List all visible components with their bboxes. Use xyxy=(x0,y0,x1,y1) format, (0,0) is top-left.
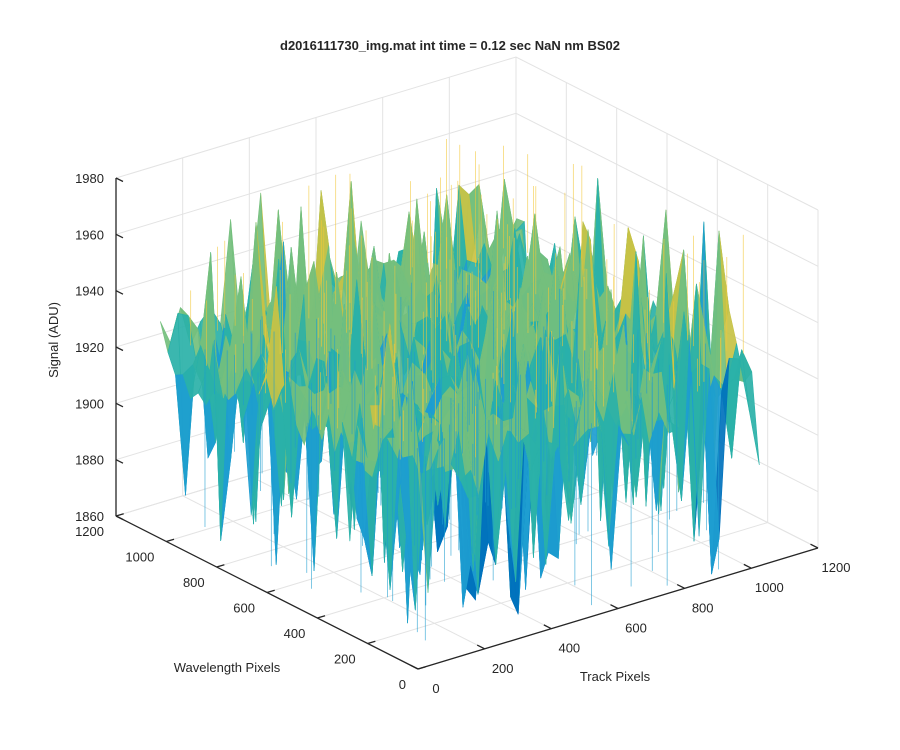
chart-title: d2016111730_img.mat int time = 0.12 sec … xyxy=(280,38,620,53)
y-tick-label: 0 xyxy=(399,677,406,692)
x-tick xyxy=(743,563,752,569)
grid-line xyxy=(367,522,768,644)
y-tick xyxy=(115,513,124,517)
y-tick-label: 600 xyxy=(233,601,255,616)
z-tick-label: 1880 xyxy=(75,453,104,468)
z-tick-label: 1980 xyxy=(75,171,104,186)
z-tick-label: 1960 xyxy=(75,227,104,242)
y-tick-label: 800 xyxy=(183,575,205,590)
axis-ticks: 0 200 400 600 800 1000 1200 0 200 400 600 800 1000 12… xyxy=(75,171,850,696)
surface-cell xyxy=(741,349,760,466)
z-axis-label: Signal (ADU) xyxy=(46,302,61,378)
z-tick-label: 1940 xyxy=(75,284,104,299)
x-tick xyxy=(676,583,685,589)
z-tick-label: 1920 xyxy=(75,340,104,355)
y-tick xyxy=(216,564,225,568)
y-tick-label: 200 xyxy=(334,652,356,667)
y-tick xyxy=(166,538,175,543)
y-axis-label: Wavelength Pixels xyxy=(174,660,281,675)
y-tick-label: 400 xyxy=(284,626,306,641)
z-tick xyxy=(115,459,124,464)
x-tick xyxy=(610,604,619,610)
y-tick xyxy=(367,640,376,645)
z-tick xyxy=(115,515,124,521)
z-tick xyxy=(115,233,124,239)
x-tick xyxy=(810,543,819,549)
x-tick-label: 0 xyxy=(432,681,439,696)
y-tick xyxy=(417,666,426,670)
y-tick-label: 1000 xyxy=(125,550,154,565)
grid-line xyxy=(115,112,819,267)
grid-line xyxy=(115,56,819,211)
z-tick xyxy=(115,290,124,295)
z-tick xyxy=(115,177,124,183)
x-tick xyxy=(410,664,419,670)
x-tick-label: 600 xyxy=(625,621,647,636)
y-tick xyxy=(317,615,326,619)
x-tick-label: 1200 xyxy=(822,560,851,575)
y-tick-label: 1200 xyxy=(75,524,104,539)
x-tick xyxy=(476,644,485,650)
x-axis-label: Track Pixels xyxy=(580,669,651,684)
z-tick-label: 1860 xyxy=(75,509,104,524)
z-tick xyxy=(115,346,124,352)
surface-mesh xyxy=(160,139,760,641)
x-tick-label: 800 xyxy=(692,600,714,615)
x-tick-label: 400 xyxy=(558,641,580,656)
x-tick-label: 1000 xyxy=(755,580,784,595)
x-tick-label: 200 xyxy=(492,661,514,676)
y-tick xyxy=(266,589,275,594)
z-tick-label: 1900 xyxy=(75,396,104,411)
x-tick xyxy=(543,624,552,630)
z-tick xyxy=(115,402,124,408)
